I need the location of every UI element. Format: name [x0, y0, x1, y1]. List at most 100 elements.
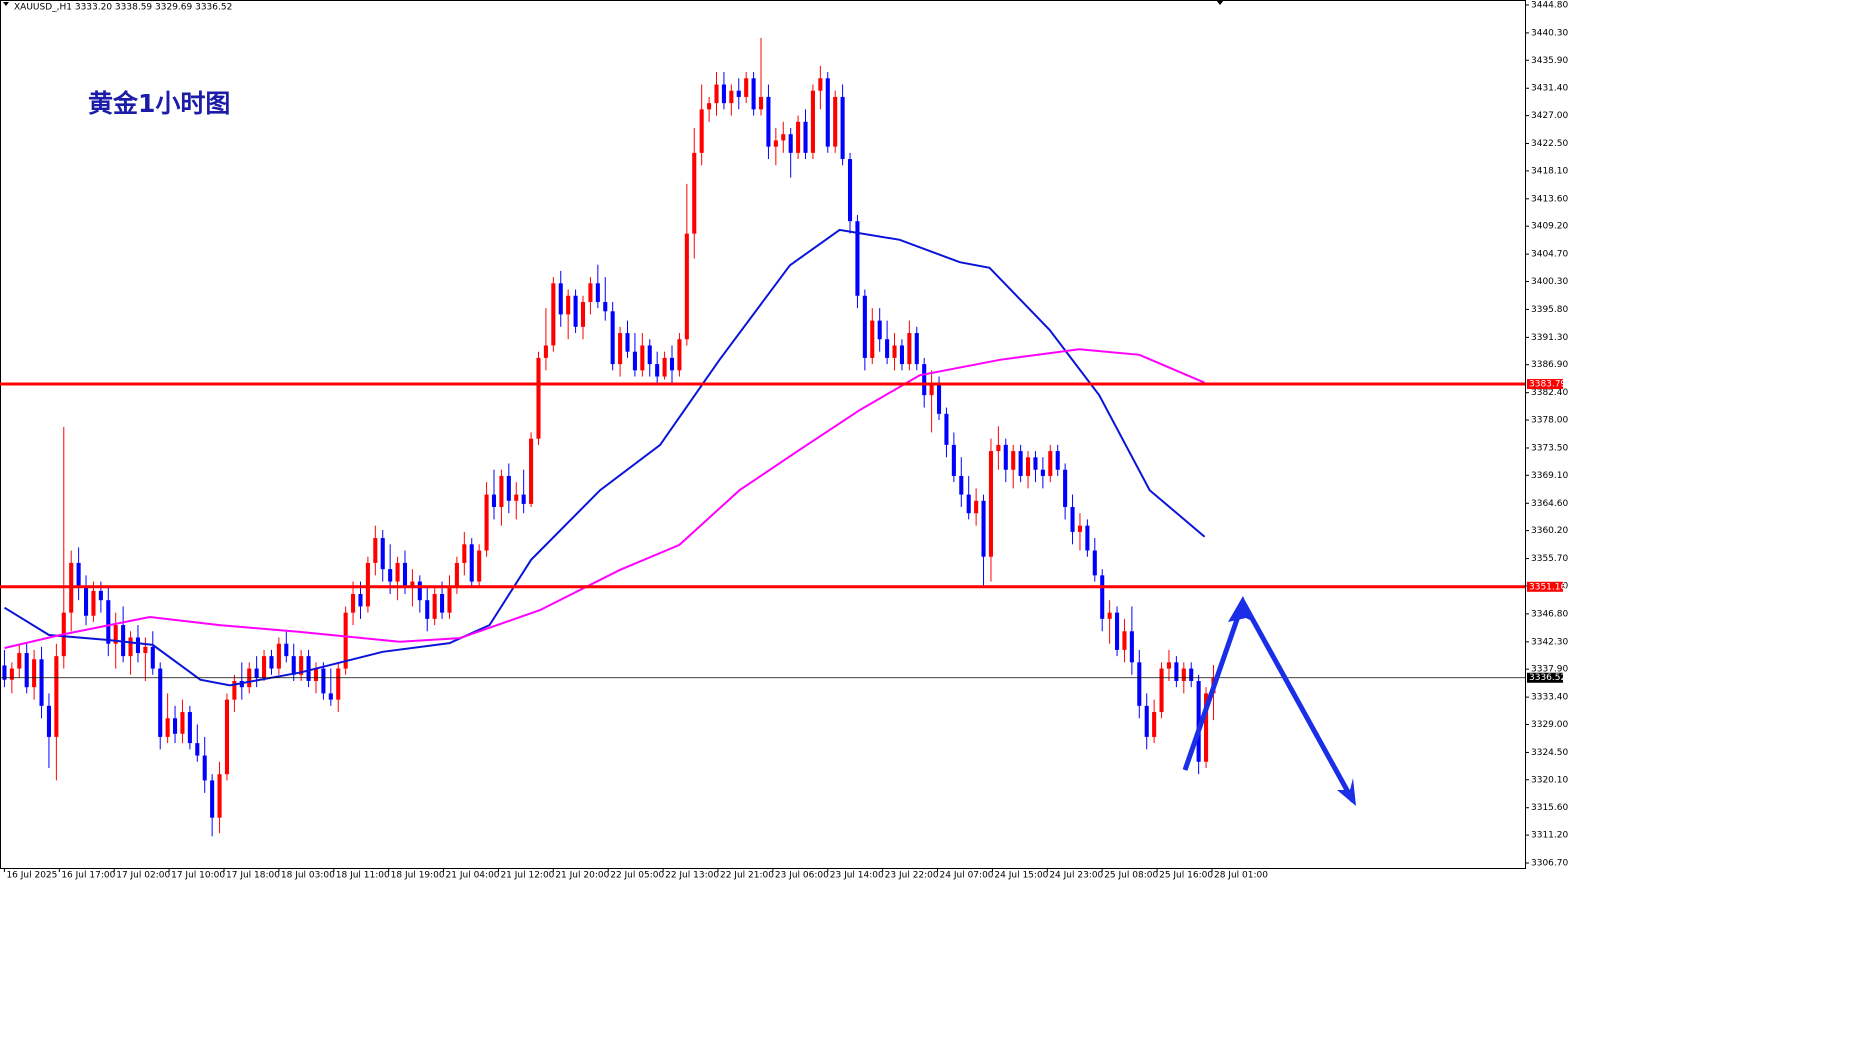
candle-body	[558, 283, 563, 315]
candle-body	[825, 78, 830, 147]
forecast-arrow	[1182, 596, 1356, 806]
level-label-box	[1527, 581, 1563, 592]
candle-body	[543, 345, 548, 358]
y-tick-label: 3315.60	[1531, 803, 1568, 813]
candle-body	[907, 333, 912, 365]
y-tick-label: 3342.30	[1531, 637, 1568, 647]
candle-body	[1181, 668, 1186, 681]
x-tick-label: 18 Jul 11:00	[336, 871, 390, 881]
candle-body	[736, 90, 741, 97]
candle-body	[98, 590, 103, 601]
candle-body	[1040, 469, 1045, 476]
arrow-head	[1337, 778, 1356, 806]
y-tick-label: 3337.90	[1531, 665, 1568, 675]
candle-body	[358, 593, 363, 607]
candle-body	[462, 544, 467, 563]
candle-body	[818, 78, 823, 91]
candle-body	[1070, 507, 1075, 532]
candle-body	[351, 593, 356, 613]
candle-body	[1011, 451, 1016, 470]
x-tick-label: 18 Jul 19:00	[391, 871, 445, 881]
candle-body	[1174, 662, 1179, 681]
y-tick-label: 3382.40	[1531, 388, 1568, 398]
x-tick-label: 18 Jul 03:00	[281, 871, 335, 881]
y-tick-label: 3395.80	[1531, 305, 1568, 315]
level-label: 3336.52	[1529, 673, 1566, 683]
candle-body	[402, 562, 408, 588]
y-tick-label: 3364.60	[1531, 499, 1568, 509]
y-tick-label: 3422.50	[1531, 139, 1568, 149]
candle-body	[180, 712, 185, 734]
candle-body	[951, 444, 956, 476]
candle-body	[276, 643, 281, 669]
x-tick-label: 23 Jul 14:00	[830, 871, 884, 881]
candle-body	[669, 357, 675, 371]
candle-body	[46, 705, 51, 737]
candle-body	[491, 494, 497, 508]
moving-average	[3, 228, 1206, 687]
candle-body	[1018, 451, 1023, 476]
x-tick-label: 17 Jul 10:00	[171, 871, 225, 881]
candle-body	[781, 134, 786, 141]
candle-body	[150, 646, 155, 669]
x-tick-label: 17 Jul 18:00	[226, 871, 280, 881]
candle-body	[469, 544, 474, 582]
candle-body	[373, 538, 378, 563]
candle-body	[343, 612, 348, 669]
candle-body	[573, 295, 578, 327]
y-tick-label: 3311.20	[1531, 831, 1568, 841]
candle-body	[106, 600, 111, 644]
candle-body	[877, 320, 882, 340]
level-label-box	[1527, 379, 1563, 390]
candle-body	[328, 693, 333, 700]
candle-body	[269, 656, 274, 669]
candle-body	[1204, 693, 1209, 762]
candle-body	[91, 590, 96, 616]
candle-body	[988, 451, 993, 557]
candle-body	[380, 538, 385, 570]
candle-body	[1055, 451, 1060, 470]
candle-body	[1115, 612, 1120, 650]
candle-body	[195, 743, 200, 756]
candle-body	[1196, 680, 1201, 762]
annotation: 黄金1小时图	[88, 89, 230, 118]
candle-body	[721, 84, 726, 104]
candle-body	[291, 656, 296, 675]
y-tick-label: 3324.50	[1531, 748, 1568, 758]
plot-frame	[0, 0, 1526, 869]
candle-body	[766, 96, 771, 147]
x-tick-label: 21 Jul 04:00	[446, 871, 500, 881]
y-tick-label: 3306.70	[1531, 859, 1568, 869]
candle-body	[677, 339, 682, 371]
candle-body	[758, 96, 764, 110]
candle-body	[39, 659, 44, 706]
candle-body	[855, 221, 860, 296]
candle-body	[24, 653, 29, 688]
candle-body	[840, 96, 845, 160]
arrow-head	[1228, 596, 1254, 622]
y-tick-label: 3413.60	[1531, 194, 1568, 204]
candle-body	[870, 320, 875, 358]
x-tick-label: 16 Jul 2025	[6, 871, 57, 881]
candle-body	[477, 550, 482, 582]
candle-body	[1092, 550, 1097, 576]
candle-body	[262, 656, 267, 678]
candle-body	[187, 712, 192, 744]
candle-body	[974, 500, 979, 514]
candle-body	[959, 475, 964, 495]
y-tick-label: 3440.30	[1531, 28, 1568, 38]
y-tick-label: 3346.80	[1531, 609, 1568, 619]
candle-body	[788, 134, 793, 153]
candle-body	[810, 90, 815, 153]
candle-body	[32, 659, 37, 688]
y-tick-label: 3373.50	[1531, 443, 1568, 453]
candle-body	[54, 656, 59, 737]
candle-body	[336, 668, 341, 700]
y-tick-label: 3435.90	[1531, 56, 1568, 66]
y-tick-label: 3369.10	[1531, 471, 1568, 481]
candle-body	[588, 283, 593, 302]
candle-body	[595, 283, 600, 302]
candle-body	[1137, 662, 1142, 706]
candle-body	[202, 755, 207, 781]
